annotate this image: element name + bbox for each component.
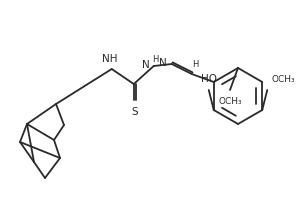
Text: H: H bbox=[192, 60, 199, 69]
Text: N: N bbox=[159, 58, 167, 68]
Text: NH: NH bbox=[102, 54, 118, 64]
Text: HO: HO bbox=[201, 74, 217, 84]
Text: OCH₃: OCH₃ bbox=[218, 97, 242, 106]
Text: H: H bbox=[152, 54, 158, 63]
Text: OCH₃: OCH₃ bbox=[271, 75, 295, 84]
Text: S: S bbox=[132, 107, 138, 117]
Text: N: N bbox=[142, 60, 150, 70]
